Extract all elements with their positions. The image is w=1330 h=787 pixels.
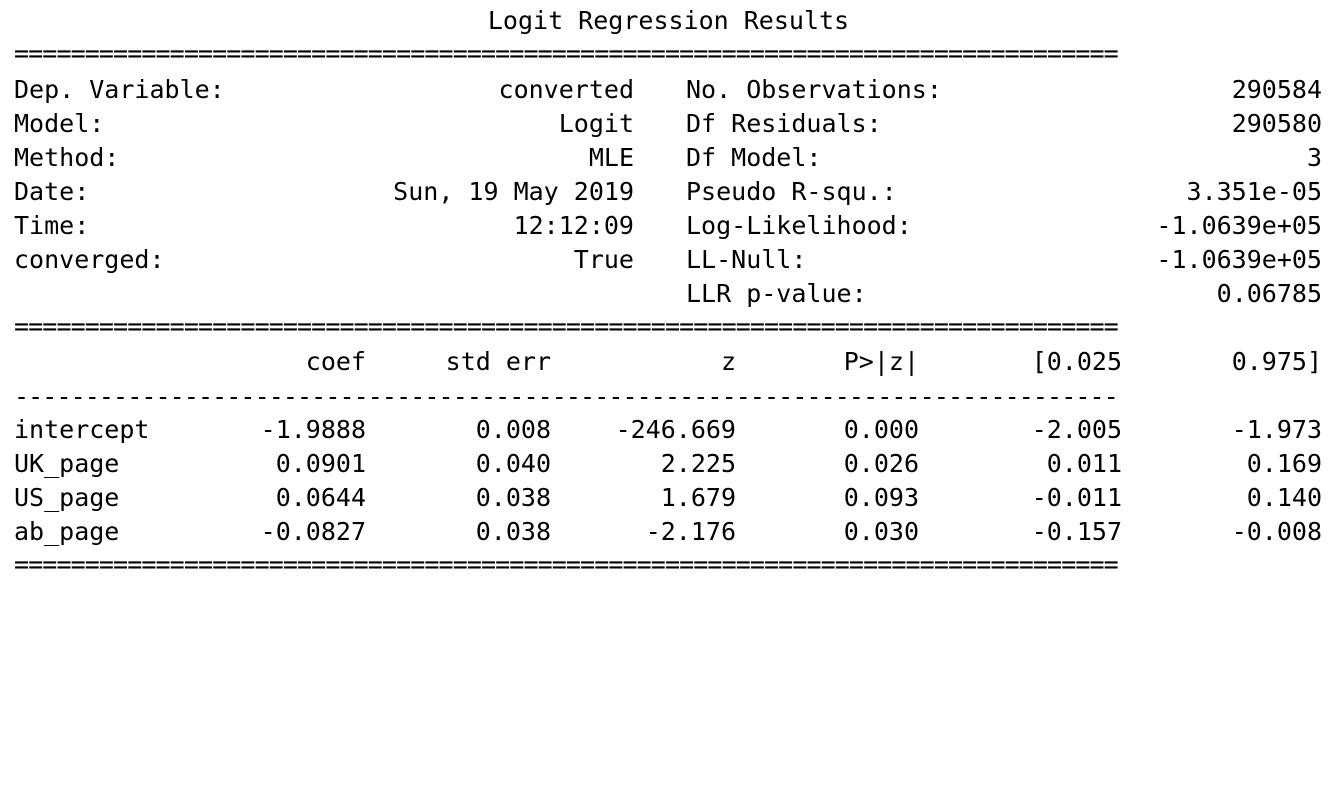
summary-left-label: Dep. Variable: bbox=[14, 75, 225, 104]
summary-left-value: Sun, 19 May 2019 bbox=[393, 177, 634, 206]
summary-row: Model: Logit Df Residuals: 290580 bbox=[0, 107, 1330, 141]
cell-coef: 0.0901 bbox=[275, 449, 366, 478]
summary-left-label: Model: bbox=[14, 109, 105, 138]
cell-ci-upper: -0.008 bbox=[1231, 517, 1322, 546]
double-rule-mid: ========================================… bbox=[14, 316, 1119, 338]
summary-left-label: Date: bbox=[14, 177, 90, 206]
summary-row: Date: Sun, 19 May 2019 Pseudo R-squ.: 3.… bbox=[0, 175, 1330, 209]
summary-left-value: 12:12:09 bbox=[513, 211, 634, 240]
cell-ci-upper: 0.169 bbox=[1246, 449, 1322, 478]
summary-right-label: Pseudo R-squ.: bbox=[686, 177, 897, 206]
cell-ci-upper: 0.140 bbox=[1246, 483, 1322, 512]
summary-row: converged: True LL-Null: -1.0639e+05 bbox=[0, 243, 1330, 277]
table-row: UK_page 0.0901 0.040 2.225 0.026 0.011 0… bbox=[0, 447, 1330, 481]
summary-right-label: LL-Null: bbox=[686, 245, 807, 274]
table-row: ab_page -0.0827 0.038 -2.176 0.030 -0.15… bbox=[0, 515, 1330, 549]
header-std-err: std err bbox=[445, 347, 551, 376]
summary-right-label: LLR p-value: bbox=[686, 279, 867, 308]
cell-std-err: 0.008 bbox=[475, 415, 551, 444]
coef-header-row: coef std err z P>|z| [0.025 0.975] bbox=[0, 345, 1330, 379]
header-ci-upper: 0.975] bbox=[1231, 347, 1322, 376]
summary-left-value: True bbox=[573, 245, 634, 274]
header-coef: coef bbox=[305, 347, 366, 376]
double-rule-bottom: ========================================… bbox=[14, 554, 1119, 576]
table-title: Logit Regression Results bbox=[487, 6, 850, 35]
summary-row: LLR p-value: 0.06785 bbox=[0, 277, 1330, 311]
summary-left-label: Method: bbox=[14, 143, 120, 172]
header-p-value: P>|z| bbox=[843, 347, 919, 376]
single-rule: ----------------------------------------… bbox=[14, 386, 1119, 408]
summary-right-value: -1.0639e+05 bbox=[1156, 211, 1322, 240]
cell-z: -246.669 bbox=[615, 415, 736, 444]
summary-left-value: Logit bbox=[558, 109, 634, 138]
cell-std-err: 0.038 bbox=[475, 483, 551, 512]
summary-right-label: Log-Likelihood: bbox=[686, 211, 912, 240]
summary-right-value: 0.06785 bbox=[1216, 279, 1322, 308]
summary-right-value: -1.0639e+05 bbox=[1156, 245, 1322, 274]
cell-p-value: 0.030 bbox=[843, 517, 919, 546]
summary-left-label: converged: bbox=[14, 245, 165, 274]
header-ci-lower: [0.025 bbox=[1031, 347, 1122, 376]
row-name: UK_page bbox=[14, 449, 120, 478]
summary-right-value: 3.351e-05 bbox=[1186, 177, 1322, 206]
cell-coef: 0.0644 bbox=[275, 483, 366, 512]
row-name: US_page bbox=[14, 483, 120, 512]
header-z: z bbox=[720, 347, 736, 376]
cell-z: -2.176 bbox=[645, 517, 736, 546]
summary-right-value: 3 bbox=[1306, 143, 1322, 172]
summary-row: Time: 12:12:09 Log-Likelihood: -1.0639e+… bbox=[0, 209, 1330, 243]
summary-right-label: Df Model: bbox=[686, 143, 822, 172]
cell-coef: -0.0827 bbox=[260, 517, 366, 546]
row-name: intercept bbox=[14, 415, 150, 444]
summary-row: Method: MLE Df Model: 3 bbox=[0, 141, 1330, 175]
cell-z: 2.225 bbox=[660, 449, 736, 478]
summary-right-label: Df Residuals: bbox=[686, 109, 882, 138]
cell-p-value: 0.093 bbox=[843, 483, 919, 512]
cell-ci-upper: -1.973 bbox=[1231, 415, 1322, 444]
summary-right-value: 290584 bbox=[1231, 75, 1322, 104]
cell-z: 1.679 bbox=[660, 483, 736, 512]
summary-right-value: 290580 bbox=[1231, 109, 1322, 138]
summary-right-label: No. Observations: bbox=[686, 75, 942, 104]
cell-ci-lower: 0.011 bbox=[1046, 449, 1122, 478]
double-rule-top: ========================================… bbox=[14, 43, 1119, 65]
cell-std-err: 0.040 bbox=[475, 449, 551, 478]
cell-p-value: 0.000 bbox=[843, 415, 919, 444]
table-row: US_page 0.0644 0.038 1.679 0.093 -0.011 … bbox=[0, 481, 1330, 515]
summary-left-label: Time: bbox=[14, 211, 90, 240]
table-row: intercept -1.9888 0.008 -246.669 0.000 -… bbox=[0, 413, 1330, 447]
cell-std-err: 0.038 bbox=[475, 517, 551, 546]
summary-row: Dep. Variable: converted No. Observation… bbox=[0, 73, 1330, 107]
cell-ci-lower: -2.005 bbox=[1031, 415, 1122, 444]
row-name: ab_page bbox=[14, 517, 120, 546]
cell-ci-lower: -0.011 bbox=[1031, 483, 1122, 512]
cell-coef: -1.9888 bbox=[260, 415, 366, 444]
summary-left-value: converted bbox=[498, 75, 634, 104]
summary-left-value: MLE bbox=[588, 143, 634, 172]
cell-p-value: 0.026 bbox=[843, 449, 919, 478]
cell-ci-lower: -0.157 bbox=[1031, 517, 1122, 546]
